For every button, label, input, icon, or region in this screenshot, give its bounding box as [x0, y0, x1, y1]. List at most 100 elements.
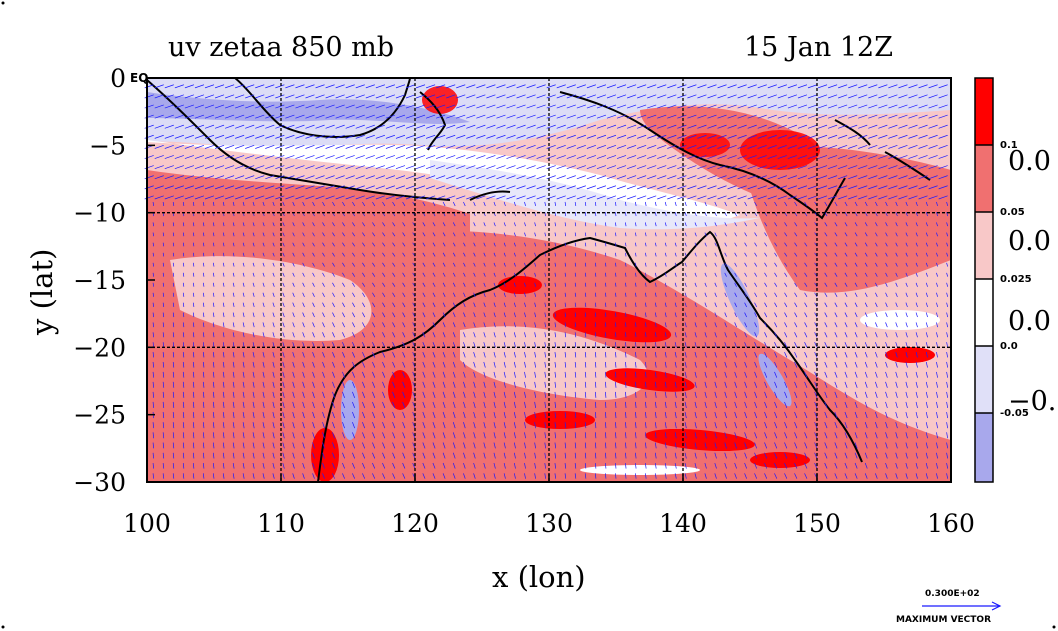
wind-vector: [442, 473, 446, 479]
wind-vector: [392, 342, 396, 348]
wind-vector: [794, 411, 798, 419]
wind-vector: [202, 302, 205, 307]
wind-vector: [352, 232, 355, 237]
wind-vector: [352, 411, 356, 419]
wind-vector: [744, 422, 747, 429]
wind-vector: [412, 282, 416, 287]
wind-vector: [252, 312, 255, 318]
wind-vector: [838, 134, 848, 139]
wind-vector: [644, 352, 647, 358]
wind-vector: [204, 155, 215, 159]
wind-vector: [844, 312, 848, 318]
wind-vector: [848, 134, 858, 139]
wind-vector: [654, 411, 657, 419]
wind-vector: [664, 391, 667, 398]
wind-vector: [827, 165, 838, 170]
wind-vector: [352, 391, 356, 398]
wind-vector: [275, 155, 285, 159]
wind-vector: [727, 104, 737, 109]
wind-vector: [385, 134, 396, 139]
wind-vector: [524, 442, 526, 449]
wind-vector: [885, 212, 888, 217]
wind-vector: [946, 201, 948, 207]
wind-vector: [734, 462, 737, 469]
wind-vector: [513, 401, 516, 409]
wind-vector: [402, 262, 406, 267]
wind-vector: [272, 242, 275, 247]
wind-vector: [362, 232, 366, 237]
wind-vector: [794, 342, 798, 348]
wind-vector: [385, 104, 396, 109]
wind-vector: [506, 155, 516, 159]
wind-vector: [184, 155, 195, 159]
wind-vector: [764, 312, 768, 318]
wind-vector: [667, 84, 677, 89]
wind-vector: [596, 84, 607, 89]
colorbar-swatch-4: [975, 279, 993, 346]
wind-vector: [292, 411, 295, 419]
wind-vector: [864, 252, 868, 257]
wind-vector: [936, 352, 938, 358]
wind-vector: [524, 262, 526, 267]
wind-vector: [202, 371, 205, 378]
wind-vector: [422, 411, 426, 419]
wind-vector: [345, 114, 355, 119]
wind-vector: [714, 371, 717, 378]
wind-vector: [232, 371, 235, 378]
x-tick-label: 140: [659, 509, 707, 538]
wind-vector: [503, 391, 506, 398]
wind-vector: [925, 462, 928, 469]
wind-vector: [804, 302, 808, 308]
wind-vector: [838, 185, 848, 190]
wind-vector: [606, 124, 617, 129]
wind-vector: [402, 452, 406, 459]
wind-vector: [392, 232, 396, 237]
wind-vector: [556, 94, 566, 99]
wind-vector: [634, 432, 637, 439]
wind-vector: [714, 332, 717, 338]
wind-vector: [878, 134, 888, 139]
wind-vector: [172, 272, 175, 277]
wind-vector: [895, 401, 898, 409]
wind-vector: [245, 145, 255, 149]
wind-vector: [804, 432, 808, 439]
wind-vector: [232, 312, 235, 318]
wind-vector: [895, 381, 898, 388]
wind-vector: [302, 371, 305, 378]
wind-vector: [312, 232, 315, 237]
wind-vector: [322, 312, 325, 318]
wind-vector: [222, 201, 225, 207]
colorbar-big-label-1: 0.0: [1008, 146, 1051, 177]
wind-vector: [664, 312, 667, 318]
wind-vector: [885, 351, 888, 358]
wind-vector: [594, 473, 597, 479]
wind-vector: [382, 332, 386, 338]
wind-vector: [422, 462, 426, 469]
wind-vector: [342, 381, 345, 388]
wind-vector: [352, 442, 356, 449]
wind-vector: [473, 432, 476, 439]
negative-band-strong: [147, 92, 470, 124]
wind-vector: [425, 195, 436, 200]
wind-vector: [526, 124, 536, 129]
wind-vector: [425, 165, 436, 170]
wind-vector: [724, 302, 727, 308]
wind-vector: [684, 312, 687, 318]
wind-vector: [342, 252, 345, 257]
wind-vector: [925, 252, 928, 257]
wind-vector: [807, 175, 818, 180]
wind-vector: [222, 242, 225, 247]
wind-vector: [544, 332, 546, 338]
wind-vector: [864, 342, 868, 348]
wind-vector: [864, 432, 868, 439]
wind-vector: [534, 411, 536, 419]
wind-vector: [456, 124, 466, 129]
wind-vector: [684, 201, 687, 207]
wind-vector: [422, 422, 426, 429]
wind-vector: [644, 242, 647, 247]
wind-vector: [305, 94, 315, 99]
wind-vector: [674, 262, 677, 267]
wind-vector: [868, 104, 878, 109]
wind-vector: [422, 342, 426, 348]
wind-vector: [787, 134, 798, 139]
